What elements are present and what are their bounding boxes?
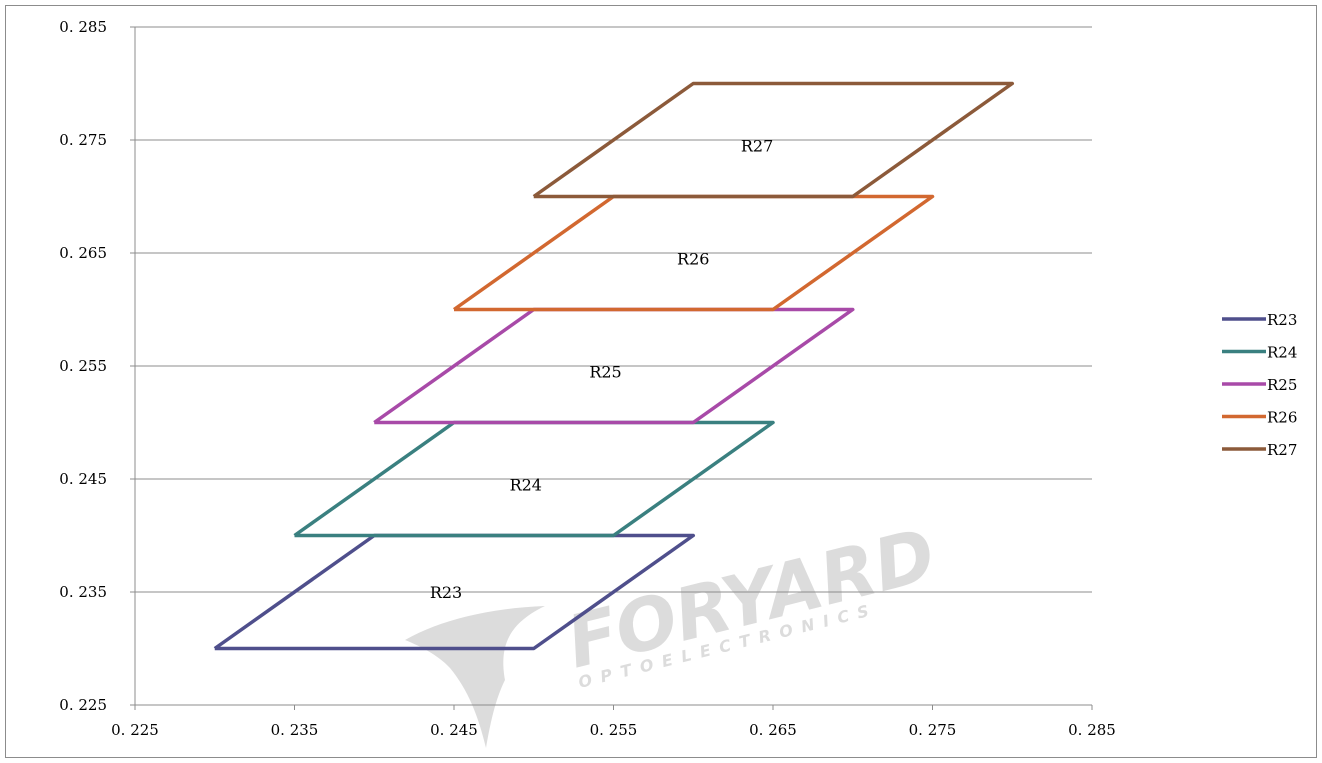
series-r26-line xyxy=(452,194,935,312)
label-r25: R25 xyxy=(589,363,621,382)
y-tick-label: 0. 235 xyxy=(59,583,107,601)
x-tick-label: 0. 225 xyxy=(111,721,159,739)
series-group xyxy=(213,81,1014,651)
legend-label-r24: R24 xyxy=(1267,344,1297,362)
watermark-swoosh-icon xyxy=(405,606,545,748)
y-tick-label: 0. 245 xyxy=(59,470,107,488)
series-r23-line xyxy=(213,533,695,651)
chart-frame xyxy=(5,5,1317,758)
x-tick-label: 0. 275 xyxy=(909,721,957,739)
label-r24: R24 xyxy=(510,476,542,495)
x-tick-label: 0. 285 xyxy=(1068,721,1116,739)
x-tick-label: 0. 235 xyxy=(271,721,319,739)
y-tick-label: 0. 285 xyxy=(59,18,107,36)
legend-label-r25: R25 xyxy=(1267,376,1297,394)
legend-label-r26: R26 xyxy=(1267,409,1297,427)
y-tick-label: 0. 275 xyxy=(59,131,107,149)
legend: R23 R24 R25 R26 R27 xyxy=(1222,311,1297,459)
x-tick-label: 0. 265 xyxy=(749,721,797,739)
polygon-labels: R23 R24 R25 R26 R27 xyxy=(430,137,773,602)
legend-label-r23: R23 xyxy=(1267,311,1297,329)
x-tick-label: 0. 255 xyxy=(590,721,638,739)
label-r26: R26 xyxy=(677,250,709,269)
y-tick-label: 0. 255 xyxy=(59,357,107,375)
tick-labels: 0. 225 0. 235 0. 245 0. 255 0. 265 0. 275 0. 2… xyxy=(59,18,1116,739)
axes xyxy=(130,26,1093,710)
series-r24-line xyxy=(293,420,775,538)
legend-label-r27: R27 xyxy=(1267,441,1297,459)
y-tick-label: 0. 225 xyxy=(59,696,107,714)
y-tick-label: 0. 265 xyxy=(59,244,107,262)
label-r23: R23 xyxy=(430,583,462,602)
series-r25-line xyxy=(373,307,855,425)
series-r27-line xyxy=(532,81,1014,199)
x-tick-label: 0. 245 xyxy=(430,721,478,739)
watermark-brand: FORYARD xyxy=(559,512,944,684)
label-r27: R27 xyxy=(741,137,773,156)
